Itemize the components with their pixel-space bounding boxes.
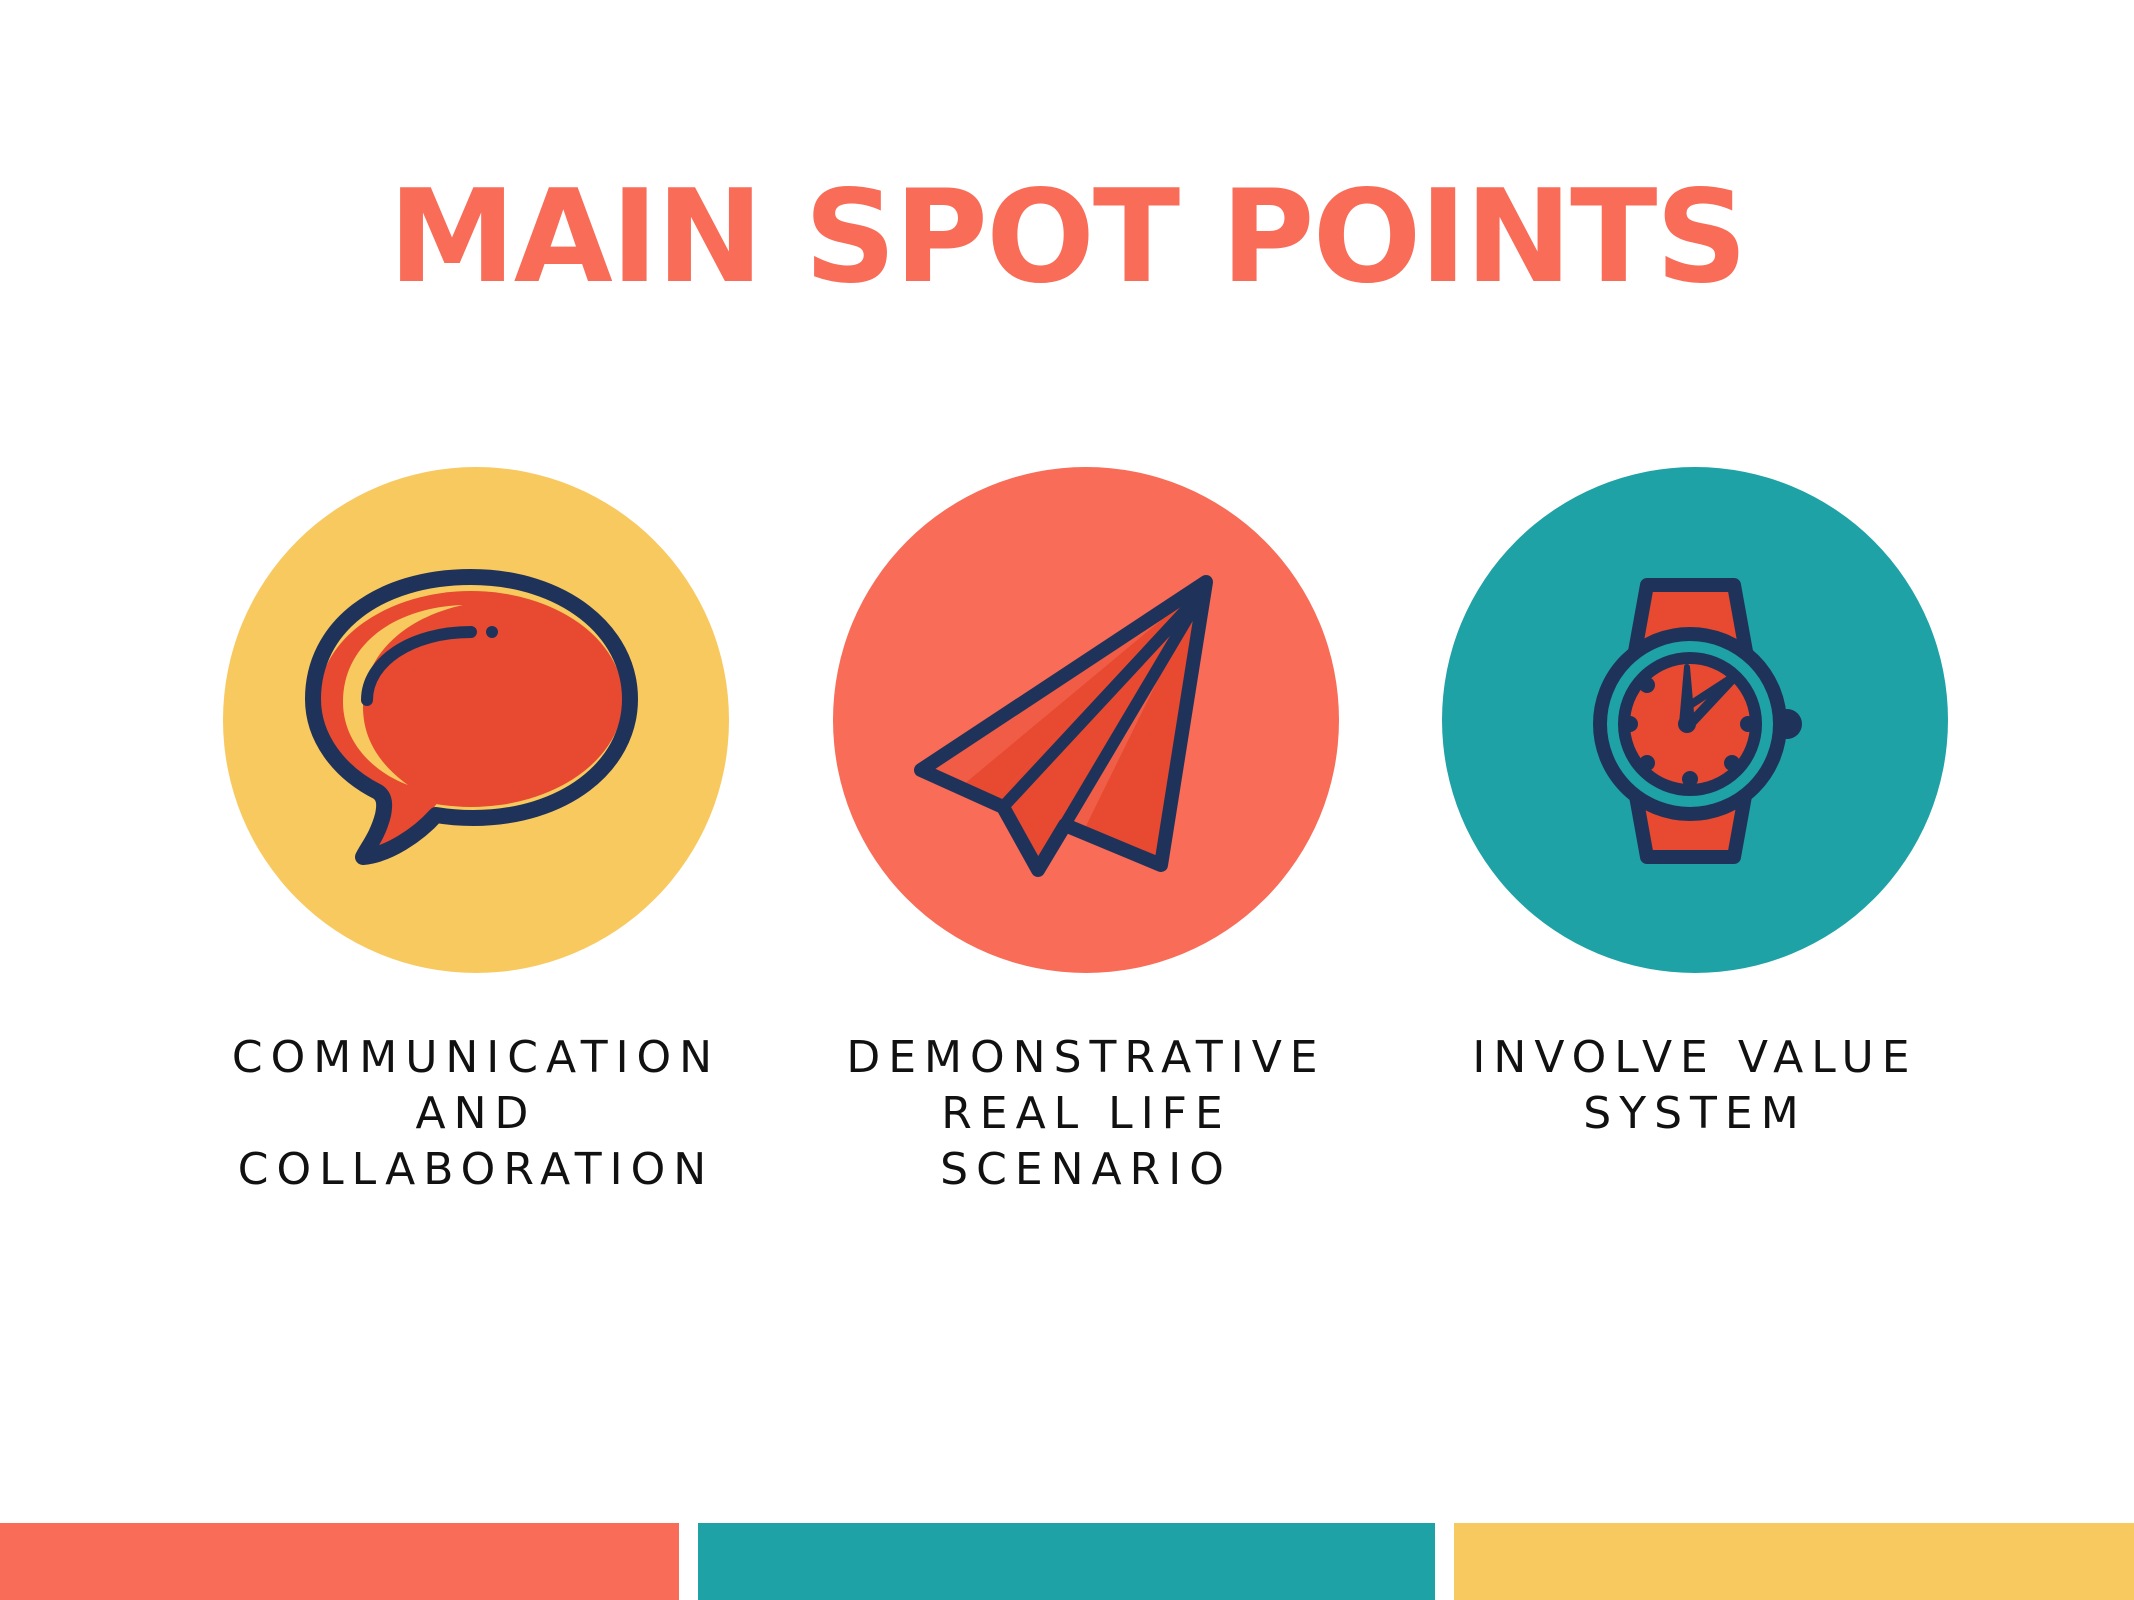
point-2-label-line-3: SCENARIO	[940, 1144, 1232, 1195]
point-1-label-line-2: AND	[415, 1088, 537, 1139]
point-2-circle	[833, 467, 1339, 973]
paper-plane-icon	[833, 467, 1339, 973]
point-1-label-line-3: COLLABORATION	[237, 1144, 715, 1195]
speech-bubble-icon	[223, 467, 729, 973]
footer-bar-coral	[0, 1523, 679, 1600]
point-3-circle	[1442, 467, 1948, 973]
point-3-label-line-1: INVOLVE VALUE	[1472, 1032, 1918, 1083]
wristwatch-icon	[1442, 467, 1948, 973]
page-title: MAIN SPOT POINTS	[388, 163, 1747, 312]
point-3-label-line-2: SYSTEM	[1583, 1088, 1807, 1139]
point-1-circle	[223, 467, 729, 973]
footer-bar-teal	[698, 1523, 1435, 1600]
point-1-label: COMMUNICATION AND COLLABORATION	[196, 1030, 756, 1198]
point-2-label-line-2: REAL LIFE	[941, 1088, 1231, 1139]
point-3-label: INVOLVE VALUE SYSTEM	[1415, 1030, 1975, 1142]
footer-bar-yellow	[1454, 1523, 2134, 1600]
point-1-label-line-1: COMMUNICATION	[231, 1032, 721, 1083]
point-2-label-line-1: DEMONSTRATIVE	[846, 1032, 1326, 1083]
point-2-label: DEMONSTRATIVE REAL LIFE SCENARIO	[806, 1030, 1366, 1198]
